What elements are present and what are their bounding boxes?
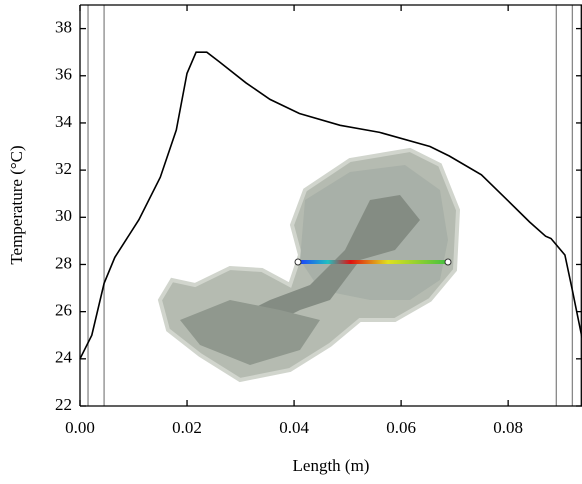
scan-end	[444, 258, 452, 266]
scan-line	[298, 260, 448, 264]
y-tick-label: 38	[55, 17, 72, 36]
model-limb	[230, 195, 420, 345]
y-tick-label: 28	[55, 253, 72, 272]
y-tick-label: 30	[55, 206, 72, 225]
scan-end	[294, 258, 302, 266]
x-tick-label: 0.00	[65, 418, 95, 437]
y-tick-label: 22	[55, 395, 72, 414]
x-tick-label: 0.02	[172, 418, 202, 437]
y-tick-label: 36	[55, 65, 72, 84]
x-tick-label: 0.06	[386, 418, 416, 437]
model-inset	[157, 147, 461, 383]
y-tick-label: 34	[55, 112, 73, 131]
model-limb	[180, 300, 320, 365]
x-tick-label: 0.04	[279, 418, 309, 437]
x-axis-title: Length (m)	[293, 456, 370, 475]
y-tick-label: 26	[55, 301, 72, 320]
temperature-line	[79, 51, 582, 360]
y-axis-title: Temperature (°C)	[7, 145, 26, 264]
x-tick-label: 0.08	[493, 418, 523, 437]
y-tick-label: 24	[55, 348, 73, 367]
y-tick-label: 32	[55, 159, 72, 178]
